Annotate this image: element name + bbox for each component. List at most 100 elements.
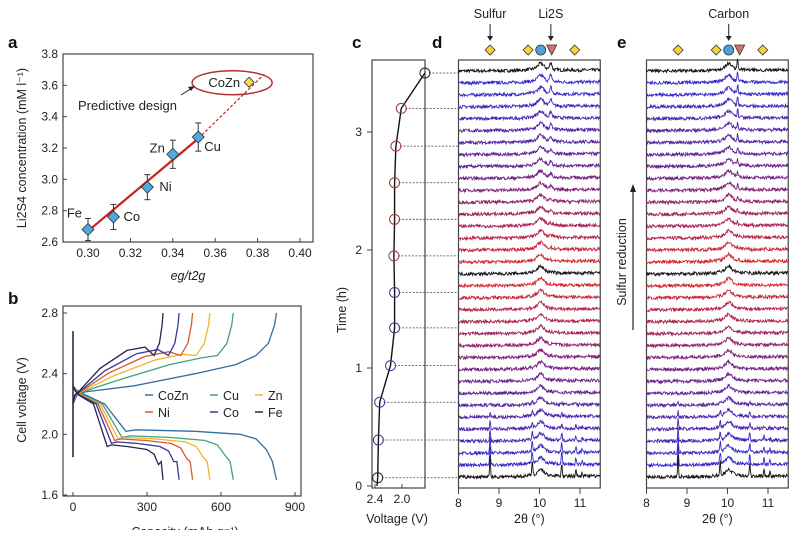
sampling-point-circle bbox=[374, 396, 386, 408]
xrd-pattern bbox=[646, 205, 789, 218]
y-tick-label: 1.6 bbox=[41, 488, 58, 502]
sulfur-marker-diamond bbox=[484, 44, 496, 56]
side-label: Sulfur reduction bbox=[615, 218, 629, 306]
xrd-pattern bbox=[646, 427, 788, 445]
phase-arrowhead bbox=[547, 36, 554, 41]
phase-arrowhead bbox=[725, 36, 732, 41]
xrd-pattern bbox=[458, 192, 601, 205]
panel-label-d: d bbox=[432, 33, 442, 52]
point-label: Ni bbox=[159, 179, 171, 194]
y-tick-label: 2.0 bbox=[41, 427, 58, 441]
plot-frame bbox=[62, 305, 302, 497]
x-axis-label: 2θ (°) bbox=[702, 512, 733, 526]
xrd-pattern bbox=[458, 84, 601, 98]
xrd-pattern bbox=[646, 96, 789, 110]
plot-frame bbox=[371, 59, 426, 489]
sampling-point-circle bbox=[390, 140, 402, 152]
legend-label: CoZn bbox=[158, 389, 189, 403]
xrd-pattern bbox=[458, 253, 601, 265]
sampling-point-circle bbox=[389, 286, 401, 298]
xrd-pattern bbox=[458, 371, 601, 385]
fit-extrapolation bbox=[197, 73, 265, 140]
data-point-zn bbox=[166, 147, 180, 161]
xrd-pattern bbox=[646, 144, 789, 158]
xrd-pattern bbox=[646, 240, 789, 254]
data-point-cozn bbox=[243, 76, 255, 88]
x-tick-label: 2.4 bbox=[367, 492, 384, 506]
data-point-ni bbox=[140, 180, 154, 194]
phase-label: Li2S bbox=[538, 7, 563, 21]
xrd-pattern bbox=[646, 58, 789, 75]
xrd-pattern bbox=[646, 228, 789, 241]
sampling-point-circle bbox=[388, 250, 400, 262]
sulfur-reduction-arrowhead bbox=[630, 184, 636, 192]
xrd-pattern bbox=[458, 429, 600, 444]
y-tick-label: 2 bbox=[355, 243, 362, 257]
x-tick-label: 11 bbox=[574, 496, 587, 510]
x-tick-label: 0 bbox=[70, 500, 77, 514]
data-point-cu bbox=[191, 130, 205, 144]
xrd-pattern bbox=[646, 133, 789, 146]
y-axis-label: Cell voltage (V) bbox=[15, 357, 29, 442]
y-tick-label: 3.8 bbox=[41, 47, 58, 61]
xrd-pattern bbox=[458, 275, 601, 289]
xrd-pattern bbox=[458, 263, 601, 277]
y-axis-label: Time (h) bbox=[335, 287, 349, 333]
xrd-pattern bbox=[458, 133, 601, 146]
y-tick-label: 3.0 bbox=[41, 172, 58, 186]
xrd-pattern bbox=[646, 71, 789, 86]
xrd-pattern bbox=[646, 251, 789, 265]
discharge-curve-cu bbox=[72, 385, 234, 480]
panel-label-e: e bbox=[617, 33, 626, 52]
legend-label: Ni bbox=[158, 406, 170, 420]
sampling-point-circle bbox=[395, 102, 407, 114]
xrd-pattern bbox=[646, 383, 789, 397]
x-axis-label: eg/t2g bbox=[171, 269, 206, 283]
panel-a-chart: 0.30 0.32 0.34 0.36 0.38 0.40 2.6 2.8 3.0 3.2 3.4 3… bbox=[15, 47, 314, 283]
xrd-pattern bbox=[646, 168, 788, 182]
x-tick-label: 0.30 bbox=[76, 246, 100, 260]
xrd-pattern bbox=[458, 300, 601, 313]
x-tick-label: 8 bbox=[455, 496, 462, 510]
x-tick-label: 10 bbox=[721, 496, 735, 510]
panel-label-a: a bbox=[8, 33, 18, 52]
xrd-pattern bbox=[646, 445, 789, 469]
discharge-curve-co bbox=[72, 385, 180, 480]
x-tick-label: 600 bbox=[211, 500, 231, 514]
annotation-text: Predictive design bbox=[78, 98, 177, 113]
xrd-pattern bbox=[458, 216, 601, 229]
x-tick-label: 2.0 bbox=[394, 492, 411, 506]
xrd-pattern bbox=[646, 335, 789, 349]
xrd-pattern bbox=[458, 240, 601, 253]
xrd-pattern bbox=[458, 288, 600, 301]
xrd-pattern bbox=[458, 323, 601, 337]
x-tick-label: 8 bbox=[643, 496, 650, 510]
xrd-pattern bbox=[646, 157, 789, 170]
discharge-curve-fe bbox=[72, 385, 164, 480]
xrd-pattern bbox=[458, 456, 601, 480]
plot-frame bbox=[457, 59, 601, 489]
xrd-pattern bbox=[458, 395, 600, 409]
xrd-pattern bbox=[458, 169, 601, 182]
xrd-pattern bbox=[646, 407, 789, 420]
y-tick-label: 2.8 bbox=[41, 204, 58, 218]
x-tick-label: 0.40 bbox=[288, 246, 312, 260]
xrd-pattern bbox=[458, 348, 601, 361]
phase-label: Sulfur bbox=[474, 7, 507, 21]
x-tick-label: 0.36 bbox=[204, 246, 228, 260]
legend-label: Fe bbox=[268, 406, 283, 420]
xrd-pattern bbox=[646, 84, 789, 98]
discharge-curve-cozn bbox=[72, 385, 278, 480]
carbon-marker-circle bbox=[535, 44, 547, 56]
panel-label-c: c bbox=[352, 33, 361, 52]
x-tick-label: 0.38 bbox=[246, 246, 270, 260]
xrd-pattern bbox=[458, 437, 601, 457]
point-label: Zn bbox=[150, 140, 165, 155]
point-label: Fe bbox=[67, 205, 82, 220]
carbon-marker-circle bbox=[723, 44, 735, 56]
li2s-marker-triangle bbox=[546, 44, 558, 56]
xrd-pattern bbox=[458, 156, 601, 170]
charge-curve-fe bbox=[72, 312, 164, 405]
xrd-pattern bbox=[646, 325, 789, 337]
xrd-pattern bbox=[646, 395, 789, 409]
